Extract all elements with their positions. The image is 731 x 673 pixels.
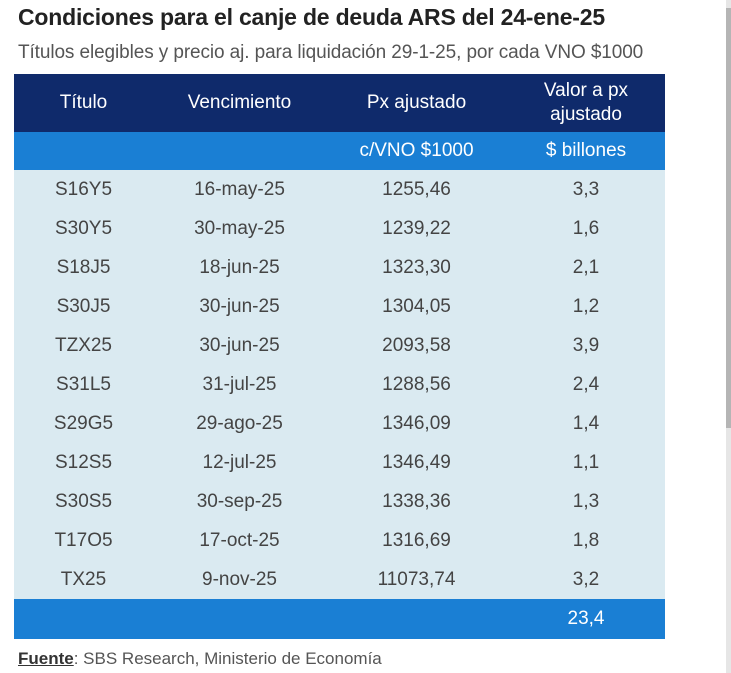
cell-titulo: S30S5 [14,482,153,521]
total-spacer [14,599,153,639]
cell-px-ajustado: 1346,09 [326,404,507,443]
column-header-px-ajustado: Px ajustado [326,74,507,132]
cell-vencimiento: 12-jul-25 [153,443,326,482]
unit-vencimiento [153,132,326,170]
cell-valor: 1,6 [507,209,665,248]
table-row: TZX25 30-jun-25 2093,58 3,9 [14,326,665,365]
total-value: 23,4 [507,599,665,639]
cell-vencimiento: 18-jun-25 [153,248,326,287]
cell-px-ajustado: 11073,74 [326,560,507,599]
cell-vencimiento: 30-jun-25 [153,287,326,326]
table-row: S30J5 30-jun-25 1304,05 1,2 [14,287,665,326]
table-row: TX25 9-nov-25 11073,74 3,2 [14,560,665,599]
cell-px-ajustado: 1304,05 [326,287,507,326]
cell-titulo: TX25 [14,560,153,599]
cell-px-ajustado: 2093,58 [326,326,507,365]
cell-titulo: S18J5 [14,248,153,287]
header-row: Título Vencimiento Px ajustado Valor a p… [14,74,665,132]
chart-subtitle: Títulos elegibles y precio aj. para liqu… [18,42,644,63]
table-row: S29G5 29-ago-25 1346,09 1,4 [14,404,665,443]
scrollbar-track[interactable] [726,0,731,673]
cell-valor: 1,8 [507,521,665,560]
cell-valor: 1,3 [507,482,665,521]
column-header-vencimiento: Vencimiento [153,74,326,132]
cell-titulo: S16Y5 [14,170,153,209]
cell-valor: 3,3 [507,170,665,209]
source-text: : SBS Research, Ministerio de Economía [73,649,382,668]
cell-px-ajustado: 1255,46 [326,170,507,209]
table-row: T17O5 17-oct-25 1316,69 1,8 [14,521,665,560]
cell-valor: 1,1 [507,443,665,482]
table-row: S31L5 31-jul-25 1288,56 2,4 [14,365,665,404]
cell-vencimiento: 9-nov-25 [153,560,326,599]
cell-valor: 2,1 [507,248,665,287]
cell-vencimiento: 31-jul-25 [153,365,326,404]
cell-px-ajustado: 1316,69 [326,521,507,560]
unit-px-ajustado: c/VNO $1000 [326,132,507,170]
cell-px-ajustado: 1239,22 [326,209,507,248]
cell-titulo: S29G5 [14,404,153,443]
cell-valor: 1,2 [507,287,665,326]
cell-px-ajustado: 1346,49 [326,443,507,482]
table-row: S30Y5 30-may-25 1239,22 1,6 [14,209,665,248]
table-row: S16Y5 16-may-25 1255,46 3,3 [14,170,665,209]
cell-vencimiento: 16-may-25 [153,170,326,209]
cell-titulo: S31L5 [14,365,153,404]
cell-vencimiento: 30-sep-25 [153,482,326,521]
table-row: S12S5 12-jul-25 1346,49 1,1 [14,443,665,482]
scrollbar-thumb[interactable] [726,8,731,428]
total-spacer [153,599,326,639]
source-note: Fuente: SBS Research, Ministerio de Econ… [18,649,382,669]
cell-valor: 3,2 [507,560,665,599]
chart-title: Condiciones para el canje de deuda ARS d… [18,4,605,30]
units-row: c/VNO $1000 $ billones [14,132,665,170]
unit-valor: $ billones [507,132,665,170]
column-header-titulo: Título [14,74,153,132]
unit-titulo [14,132,153,170]
cell-titulo: S12S5 [14,443,153,482]
cell-vencimiento: 29-ago-25 [153,404,326,443]
total-spacer [326,599,507,639]
cell-valor: 3,9 [507,326,665,365]
cell-vencimiento: 30-jun-25 [153,326,326,365]
cell-vencimiento: 17-oct-25 [153,521,326,560]
cell-titulo: S30J5 [14,287,153,326]
table-row: S18J5 18-jun-25 1323,30 2,1 [14,248,665,287]
table-row: S30S5 30-sep-25 1338,36 1,3 [14,482,665,521]
total-row: 23,4 [14,599,665,639]
cell-px-ajustado: 1288,56 [326,365,507,404]
cell-vencimiento: 30-may-25 [153,209,326,248]
cell-titulo: T17O5 [14,521,153,560]
cell-valor: 2,4 [507,365,665,404]
column-header-valor: Valor a px ajustado [507,74,665,132]
table-body: S16Y5 16-may-25 1255,46 3,3 S30Y5 30-may-25 12… [14,170,665,599]
cell-titulo: S30Y5 [14,209,153,248]
data-table: Título Vencimiento Px ajustado Valor a p… [14,74,665,639]
cell-titulo: TZX25 [14,326,153,365]
cell-px-ajustado: 1338,36 [326,482,507,521]
debt-swap-table: Título Vencimiento Px ajustado Valor a p… [14,74,665,639]
source-label: Fuente [18,649,74,668]
cell-px-ajustado: 1323,30 [326,248,507,287]
cell-valor: 1,4 [507,404,665,443]
